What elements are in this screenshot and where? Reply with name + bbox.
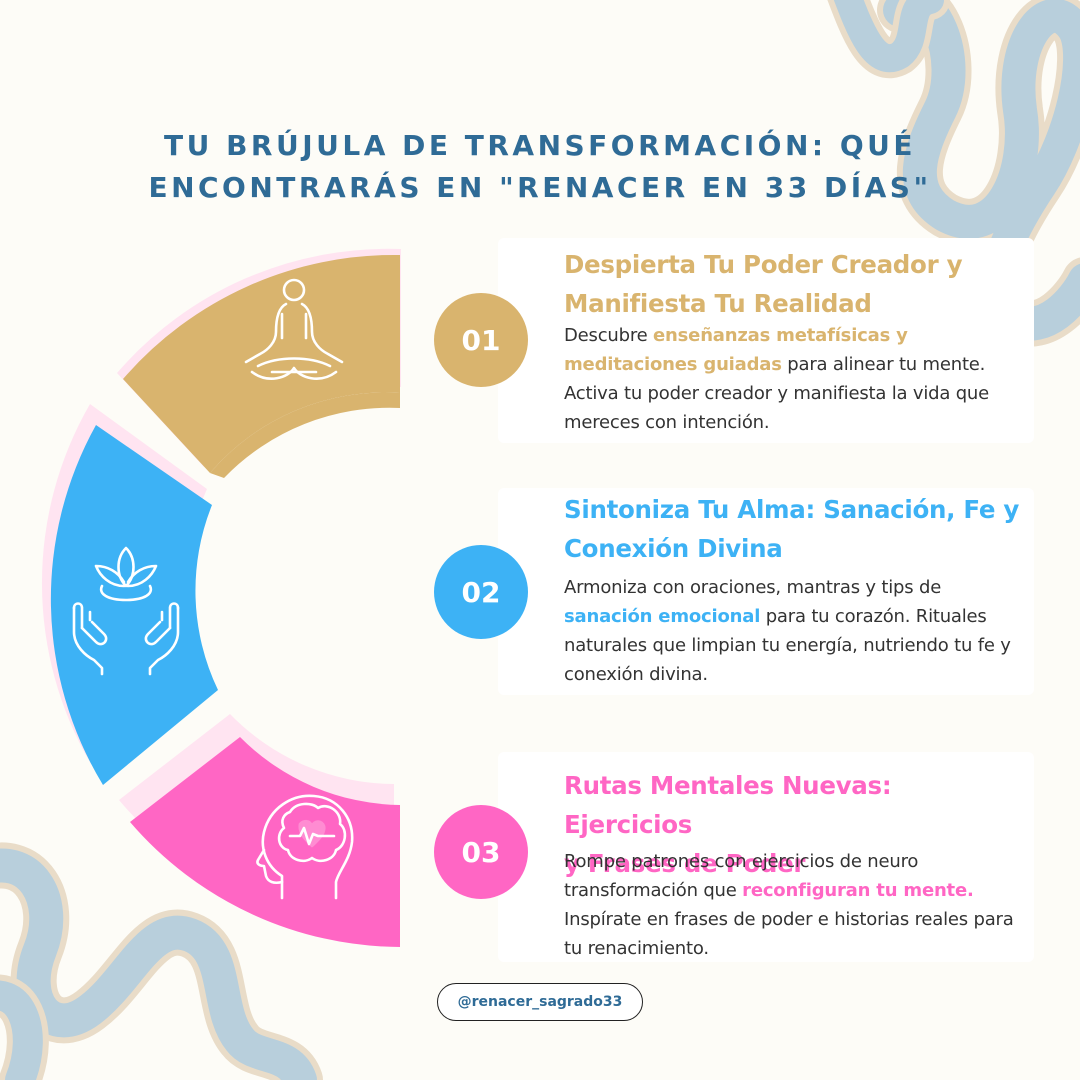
squiggle-bottom-left-2 [0,980,43,1080]
arc-segment-3 [130,737,400,947]
section-card-2 [498,488,1034,695]
section-description-2: Armoniza con oraciones, mantras y tips d… [564,577,1011,685]
page-title-line-1: TU BRÚJULA DE TRANSFORMACIÓN: QUÉ [163,129,917,162]
section-number-badge-2: 02 [434,545,528,639]
section-description-1: Descubre enseñanzas metafísicas y medita… [564,325,990,433]
section-title-2: Sintoniza Tu Alma: Sanación, Fe y Conexi… [564,495,1020,563]
section-number-badge-1: 01 [434,293,528,387]
squiggle-top-right-2 [833,0,944,73]
section-number-badge-3: 03 [434,805,528,899]
arc-segment-2 [50,425,219,785]
arc-segment-1-depth [210,392,400,478]
section-description-3: Rompe patrones con ejercicios de neuro t… [564,851,1014,959]
arc-diagram [41,232,401,947]
head-brain-icon [256,794,354,900]
meditation-icon [244,278,344,380]
section-highlight-1: enseñanzas metafísicas y meditaciones gu… [564,325,908,375]
social-handle-link[interactable]: @renacer_sagrado33 [437,983,643,1021]
page-title: TU BRÚJULA DE TRANSFORMACIÓN: QUÉ ENCONT… [90,125,990,209]
hands-lotus-icon [72,546,180,676]
section-title-3: Rutas Mentales Nuevas: Ejercicios y Fras… [564,771,892,878]
section-card-1 [498,238,1034,443]
section-card-3 [498,752,1034,962]
page-title-line-2: ENCONTRARÁS EN "RENACER EN 33 DÍAS" [148,171,932,204]
squiggle-bottom-left [0,848,317,1080]
section-highlight-2: sanación emocional [564,606,761,627]
section-highlight-3: reconfiguran tu mente. [742,880,974,901]
section-title-1: Despierta Tu Poder Creador y Manifiesta … [564,250,963,318]
